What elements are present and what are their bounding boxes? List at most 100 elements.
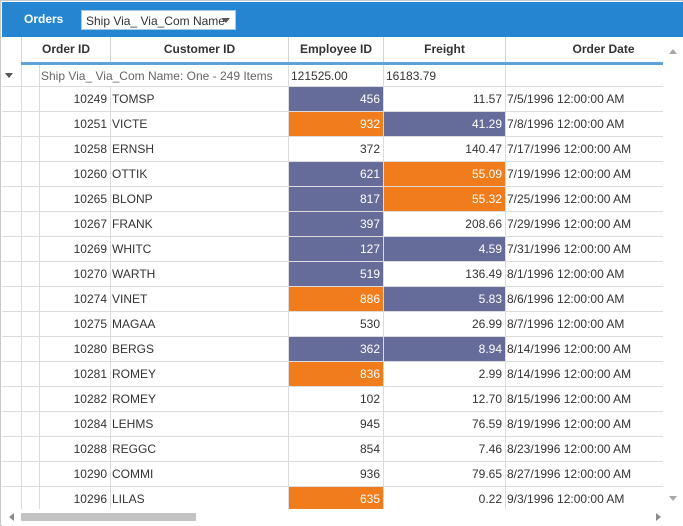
customer-id-cell[interactable]: BLONP (110, 187, 288, 211)
scroll-up-icon[interactable] (669, 49, 677, 54)
table-row[interactable]: 10290 COMMI 936 79.65 8/27/1996 12:00:00 AM (2, 462, 663, 487)
employee-id-cell[interactable]: 102 (288, 387, 383, 411)
order-date-cell[interactable]: 8/27/1996 12:00:00 AM (505, 462, 663, 486)
employee-id-cell[interactable]: 836 (288, 362, 383, 386)
table-row[interactable]: 10275 MAGAA 530 26.99 8/7/1996 12:00:00 AM (2, 312, 663, 337)
customer-id-cell[interactable]: COMMI (110, 462, 288, 486)
table-row[interactable]: 10249 TOMSP 456 11.57 7/5/1996 12:00:00 AM (2, 87, 663, 112)
customer-id-cell[interactable]: ERNSH (110, 137, 288, 161)
freight-cell[interactable]: 7.46 (383, 437, 505, 461)
order-date-cell[interactable]: 8/14/1996 12:00:00 AM (505, 337, 663, 361)
horizontal-scroll-thumb[interactable] (21, 513, 196, 521)
freight-cell[interactable]: 41.29 (383, 112, 505, 136)
freight-cell[interactable]: 8.94 (383, 337, 505, 361)
header-order-id[interactable]: Order ID (21, 37, 110, 62)
order-date-cell[interactable]: 8/15/1996 12:00:00 AM (505, 387, 663, 411)
employee-id-cell[interactable]: 854 (288, 437, 383, 461)
customer-id-cell[interactable]: WHITC (110, 237, 288, 261)
table-row[interactable]: 10296 LILAS 635 0.22 9/3/1996 12:00:00 AM (2, 487, 663, 509)
order-date-cell[interactable]: 7/19/1996 12:00:00 AM (505, 162, 663, 186)
table-row[interactable]: 10270 WARTH 519 136.49 8/1/1996 12:00:00 AM (2, 262, 663, 287)
group-caption-row[interactable]: Ship Via_ Via_Com Name: One - 249 Items … (2, 65, 663, 87)
employee-id-cell[interactable]: 945 (288, 412, 383, 436)
scroll-right-icon[interactable] (656, 513, 661, 521)
order-id-cell[interactable]: 10251 (39, 112, 110, 136)
table-row[interactable]: 10258 ERNSH 372 140.47 7/17/1996 12:00:00 AM (2, 137, 663, 162)
group-chip-ship-via[interactable]: Ship Via_ Via_Com Name (81, 10, 236, 30)
header-order-date[interactable]: Order Date (505, 37, 683, 62)
customer-id-cell[interactable]: MAGAA (110, 312, 288, 336)
order-date-cell[interactable]: 8/7/1996 12:00:00 AM (505, 312, 663, 336)
freight-cell[interactable]: 55.09 (383, 162, 505, 186)
order-id-cell[interactable]: 10269 (39, 237, 110, 261)
employee-id-cell[interactable]: 936 (288, 462, 383, 486)
table-row[interactable]: 10265 BLONP 817 55.32 7/25/1996 12:00:00 AM (2, 187, 663, 212)
order-id-cell[interactable]: 10290 (39, 462, 110, 486)
order-id-cell[interactable]: 10288 (39, 437, 110, 461)
employee-id-cell[interactable]: 456 (288, 87, 383, 111)
order-date-cell[interactable]: 8/6/1996 12:00:00 AM (505, 287, 663, 311)
freight-cell[interactable]: 55.32 (383, 187, 505, 211)
employee-id-cell[interactable]: 530 (288, 312, 383, 336)
order-date-cell[interactable]: 9/3/1996 12:00:00 AM (505, 487, 663, 509)
order-id-cell[interactable]: 10274 (39, 287, 110, 311)
order-id-cell[interactable]: 10258 (39, 137, 110, 161)
employee-id-cell[interactable]: 397 (288, 212, 383, 236)
order-date-cell[interactable]: 8/1/1996 12:00:00 AM (505, 262, 663, 286)
table-row[interactable]: 10274 VINET 886 5.83 8/6/1996 12:00:00 AM (2, 287, 663, 312)
customer-id-cell[interactable]: OTTIK (110, 162, 288, 186)
order-id-cell[interactable]: 10281 (39, 362, 110, 386)
scroll-left-icon[interactable] (9, 513, 14, 521)
employee-id-cell[interactable]: 886 (288, 287, 383, 311)
table-row[interactable]: 10288 REGGC 854 7.46 8/23/1996 12:00:00 AM (2, 437, 663, 462)
order-id-cell[interactable]: 10275 (39, 312, 110, 336)
order-id-cell[interactable]: 10267 (39, 212, 110, 236)
table-row[interactable]: 10280 BERGS 362 8.94 8/14/1996 12:00:00 AM (2, 337, 663, 362)
customer-id-cell[interactable]: VICTE (110, 112, 288, 136)
customer-id-cell[interactable]: LILAS (110, 487, 288, 509)
order-date-cell[interactable]: 7/29/1996 12:00:00 AM (505, 212, 663, 236)
order-date-cell[interactable]: 7/17/1996 12:00:00 AM (505, 137, 663, 161)
table-row[interactable]: 10267 FRANK 397 208.66 7/29/1996 12:00:00 AM (2, 212, 663, 237)
sort-arrow-icon[interactable] (222, 18, 230, 23)
freight-cell[interactable]: 2.99 (383, 362, 505, 386)
order-id-cell[interactable]: 10280 (39, 337, 110, 361)
freight-cell[interactable]: 5.83 (383, 287, 505, 311)
freight-cell[interactable]: 76.59 (383, 412, 505, 436)
freight-cell[interactable]: 136.49 (383, 262, 505, 286)
customer-id-cell[interactable]: WARTH (110, 262, 288, 286)
table-row[interactable]: 10251 VICTE 932 41.29 7/8/1996 12:00:00 AM (2, 112, 663, 137)
employee-id-cell[interactable]: 372 (288, 137, 383, 161)
table-row[interactable]: 10260 OTTIK 621 55.09 7/19/1996 12:00:00 AM (2, 162, 663, 187)
employee-id-cell[interactable]: 635 (288, 487, 383, 509)
customer-id-cell[interactable]: BERGS (110, 337, 288, 361)
order-id-cell[interactable]: 10260 (39, 162, 110, 186)
order-date-cell[interactable]: 8/23/1996 12:00:00 AM (505, 437, 663, 461)
freight-cell[interactable]: 140.47 (383, 137, 505, 161)
customer-id-cell[interactable]: LEHMS (110, 412, 288, 436)
order-date-cell[interactable]: 7/5/1996 12:00:00 AM (505, 87, 663, 111)
customer-id-cell[interactable]: FRANK (110, 212, 288, 236)
freight-cell[interactable]: 0.22 (383, 487, 505, 509)
table-row[interactable]: 10282 ROMEY 102 12.70 8/15/1996 12:00:00 AM (2, 387, 663, 412)
table-row[interactable]: 10269 WHITC 127 4.59 7/31/1996 12:00:00 AM (2, 237, 663, 262)
collapse-icon[interactable] (5, 73, 13, 78)
customer-id-cell[interactable]: ROMEY (110, 362, 288, 386)
customer-id-cell[interactable]: REGGC (110, 437, 288, 461)
order-id-cell[interactable]: 10249 (39, 87, 110, 111)
freight-cell[interactable]: 26.99 (383, 312, 505, 336)
employee-id-cell[interactable]: 932 (288, 112, 383, 136)
employee-id-cell[interactable]: 127 (288, 237, 383, 261)
order-date-cell[interactable]: 7/25/1996 12:00:00 AM (505, 187, 663, 211)
employee-id-cell[interactable]: 519 (288, 262, 383, 286)
table-row[interactable]: 10281 ROMEY 836 2.99 8/14/1996 12:00:00 AM (2, 362, 663, 387)
freight-cell[interactable]: 79.65 (383, 462, 505, 486)
header-employee-id[interactable]: Employee ID (288, 37, 383, 62)
order-date-cell[interactable]: 7/31/1996 12:00:00 AM (505, 237, 663, 261)
vertical-scrollbar[interactable] (663, 37, 683, 509)
header-customer-id[interactable]: Customer ID (110, 37, 288, 62)
table-row[interactable]: 10284 LEHMS 945 76.59 8/19/1996 12:00:00 AM (2, 412, 663, 437)
header-freight[interactable]: Freight (383, 37, 505, 62)
order-id-cell[interactable]: 10270 (39, 262, 110, 286)
horizontal-scrollbar[interactable] (2, 509, 683, 526)
